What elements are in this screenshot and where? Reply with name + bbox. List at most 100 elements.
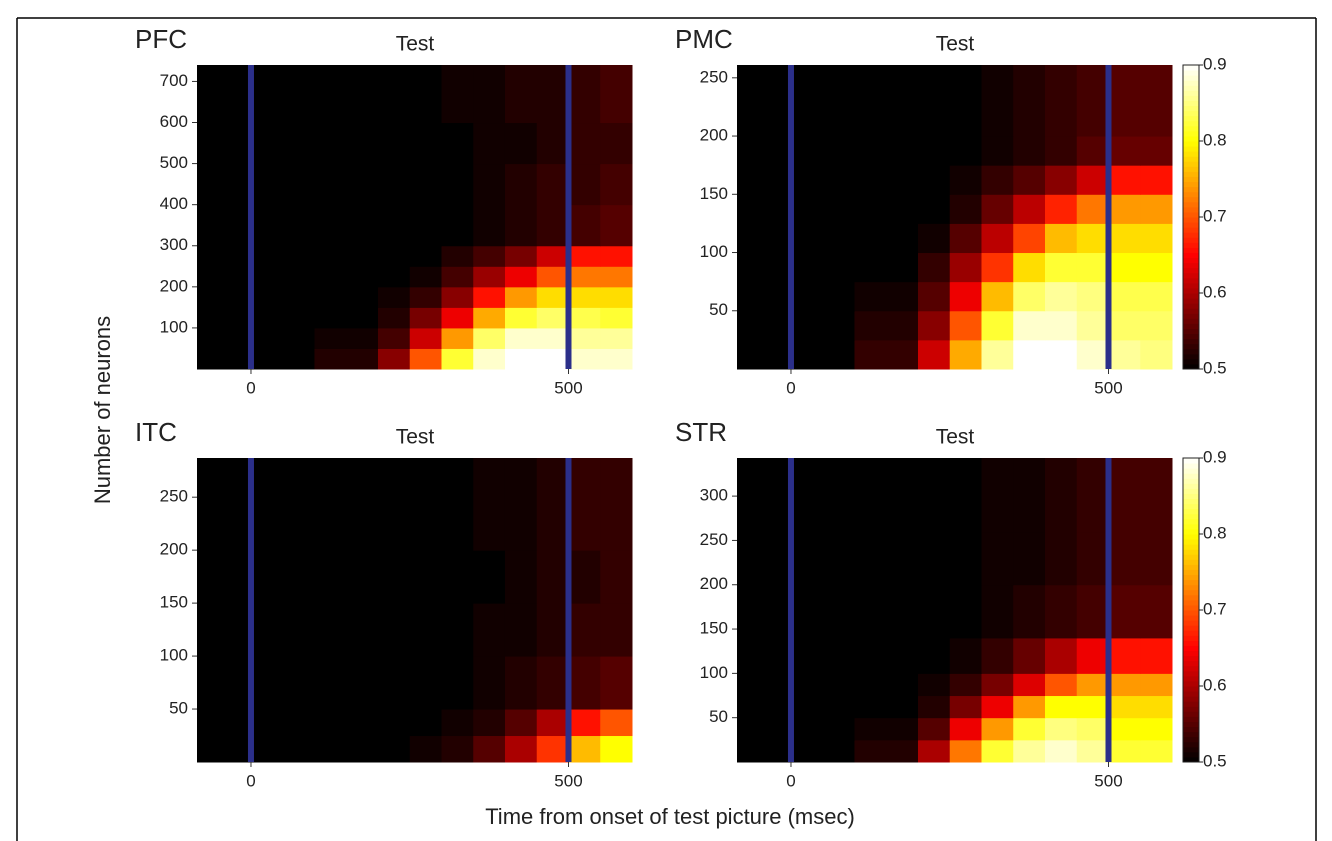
heatmap-cell <box>854 194 919 224</box>
heatmap-cell <box>949 673 982 697</box>
heatmap-cell <box>1108 281 1141 312</box>
heatmap-cell <box>568 348 601 370</box>
heatmap-cell <box>377 122 411 165</box>
colorbar-swatch <box>1183 625 1199 631</box>
colorbar-swatch <box>1183 665 1199 672</box>
y-tick-label: 200 <box>700 574 728 593</box>
heatmap-cell <box>917 65 951 137</box>
heatmap-cell <box>600 286 633 308</box>
heatmap-cell <box>1140 339 1173 370</box>
colorbar-tick-label: 0.8 <box>1203 130 1227 149</box>
heatmap-cell <box>197 204 252 247</box>
colorbar-swatch <box>1183 328 1199 335</box>
y-axis-label: Number of neurons <box>90 316 115 504</box>
heatmap-cell <box>790 637 855 674</box>
colorbar-tick-label: 0.7 <box>1203 206 1227 225</box>
heatmap-cell <box>536 458 569 551</box>
heatmap-cell <box>536 307 569 329</box>
heatmap-cell <box>409 163 442 206</box>
heatmap-cell <box>790 252 855 283</box>
heatmap-cell <box>536 709 569 737</box>
heatmap-cell <box>981 584 1014 639</box>
heatmap-cell <box>790 223 855 254</box>
heatmap-cell <box>197 348 252 370</box>
heatmap-cell <box>473 266 506 288</box>
heatmap-cell <box>1108 339 1141 370</box>
colorbar-swatch <box>1183 227 1199 233</box>
heatmap-cell <box>1140 531 1173 586</box>
heatmap-cell <box>1108 65 1141 137</box>
colorbar-swatch <box>1183 518 1199 525</box>
heatmap-cell <box>377 327 411 349</box>
colorbar-swatch <box>1183 584 1199 591</box>
colorbar-swatch <box>1183 751 1199 758</box>
heatmap-cell <box>917 637 951 674</box>
heatmap-cell <box>314 327 379 349</box>
heatmap-cell <box>854 281 919 312</box>
x-tick-label: 500 <box>1094 771 1122 790</box>
heatmap-cell <box>1140 136 1173 166</box>
heatmap-cell <box>197 550 252 604</box>
colorbar-swatch <box>1183 523 1199 530</box>
heatmap-cell <box>314 709 379 737</box>
colorbar-tick-label: 0.6 <box>1203 282 1227 301</box>
heatmap-cell <box>1013 223 1046 254</box>
heatmap-cell <box>790 695 855 719</box>
heatmap-cell <box>854 458 919 533</box>
colorbar-swatch <box>1183 503 1199 510</box>
heatmap-cell <box>1076 194 1109 224</box>
colorbar-swatch <box>1183 115 1199 122</box>
heatmap-cell <box>981 739 1014 763</box>
colorbar-swatch <box>1183 217 1199 223</box>
colorbar-swatch <box>1183 237 1199 243</box>
heatmap-cell <box>197 709 252 737</box>
heatmap-cell <box>981 223 1014 254</box>
heatmap-cell <box>536 735 569 763</box>
heatmap-cell <box>790 339 855 370</box>
heatmap-cell <box>1076 717 1109 741</box>
heatmap-cell <box>981 695 1014 719</box>
colorbar-swatch <box>1183 176 1199 183</box>
heatmap-cell <box>854 165 919 195</box>
heatmap-cell <box>250 656 315 710</box>
heatmap-cell <box>314 65 379 124</box>
heatmap-cell <box>197 122 252 165</box>
colorbar-swatch <box>1183 528 1199 535</box>
heatmap-cell <box>314 550 379 604</box>
heatmap-cell <box>949 695 982 719</box>
heatmap-cell <box>1013 194 1046 224</box>
heatmap-cell <box>504 286 538 308</box>
heatmap-cell <box>473 204 506 247</box>
colorbar-swatch <box>1183 599 1199 606</box>
heatmap-cell <box>854 739 919 763</box>
colorbar-swatch <box>1183 574 1199 581</box>
heatmap-cell <box>949 65 982 137</box>
colorbar-swatch <box>1183 589 1199 596</box>
colorbar-swatch <box>1183 604 1199 611</box>
heatmap-cell <box>197 603 252 657</box>
heatmap-cell <box>949 739 982 763</box>
heatmap-cell <box>314 348 379 370</box>
heatmap-cell <box>1013 65 1046 137</box>
colorbar-swatch <box>1183 640 1199 646</box>
y-tick-label: 200 <box>160 540 188 559</box>
heatmap-cell <box>600 307 633 329</box>
heatmap-cell <box>536 656 569 710</box>
heatmap-cell <box>197 65 252 124</box>
heatmap-cell <box>1108 136 1141 166</box>
panel-label: PFC <box>135 24 187 54</box>
colorbar-swatch <box>1183 655 1199 662</box>
heatmap-cell <box>917 223 951 254</box>
colorbar-swatch <box>1183 736 1199 743</box>
heatmap-cell <box>790 136 855 166</box>
heatmap-cell <box>504 245 538 267</box>
panel-label: ITC <box>135 417 177 447</box>
heatmap-cell <box>1140 281 1173 312</box>
heatmap-cell <box>473 735 506 763</box>
heatmap-cell <box>1076 65 1109 137</box>
heatmap-cell <box>314 266 379 288</box>
heatmap-cell <box>1076 310 1109 341</box>
heatmap-cell <box>536 65 569 124</box>
heatmap-cell <box>441 65 474 124</box>
heatmap-cell <box>504 550 538 604</box>
